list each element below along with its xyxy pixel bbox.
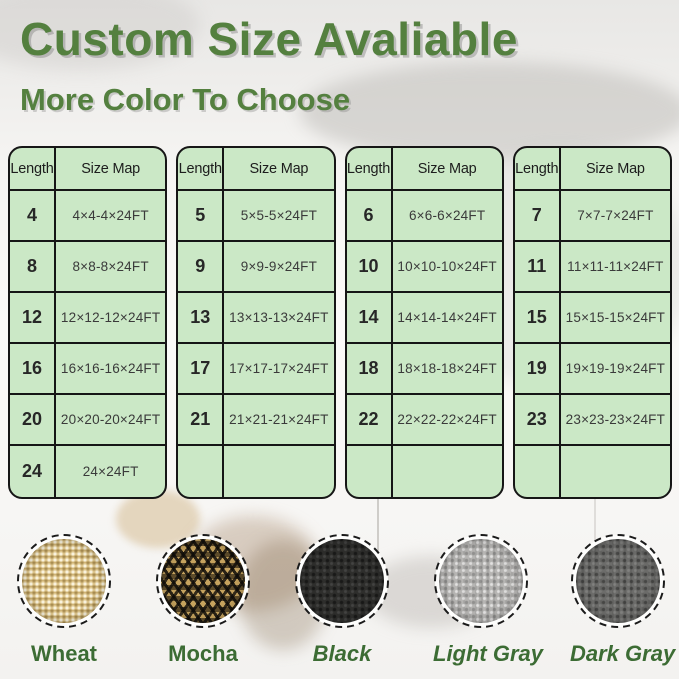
mocha-fabric-texture bbox=[161, 539, 245, 623]
size-cell-empty bbox=[224, 446, 333, 497]
size-tables-container: Length Size Map 4 4×4-4×24FT 8 8×8-8×24F… bbox=[8, 146, 672, 499]
size-cell-empty bbox=[393, 446, 502, 497]
column-header-size-map: Size Map bbox=[56, 148, 166, 191]
size-cell: 18×18-18×24FT bbox=[392, 344, 502, 395]
size-cell: 5×5-5×24FT bbox=[224, 191, 334, 242]
wheat-fabric-image bbox=[16, 533, 112, 629]
swatch-wheat: Wheat bbox=[16, 533, 112, 667]
length-cell-empty bbox=[347, 446, 393, 497]
length-cell: 16 bbox=[10, 344, 56, 395]
length-cell: 5 bbox=[178, 191, 225, 242]
size-table-1: Length Size Map 4 4×4-4×24FT 8 8×8-8×24F… bbox=[8, 146, 168, 499]
light-gray-fabric-image bbox=[433, 533, 529, 629]
swatch-label-dark-gray: Dark Gray bbox=[570, 641, 676, 666]
size-cell: 24×24FT bbox=[82, 464, 139, 479]
mocha-fabric-image bbox=[155, 533, 251, 629]
swatch-label-black: Black bbox=[312, 641, 372, 666]
dashed-circle-icon bbox=[571, 534, 665, 628]
length-cell: 11 bbox=[514, 242, 561, 293]
length-cell: 6 bbox=[346, 191, 393, 242]
size-table-3: Length Size Map 6 6×6-6×24FT 10 10×10-10… bbox=[344, 146, 504, 499]
background-photo-blob bbox=[238, 540, 328, 650]
swatch-label-wheat: Wheat bbox=[31, 641, 97, 666]
size-cell: 20×20-20×24FT bbox=[56, 395, 166, 446]
swatch-dark-gray: Dark Gray bbox=[570, 533, 676, 667]
swatch-light-gray: Light Gray bbox=[433, 533, 544, 667]
background-photo-blob bbox=[188, 516, 318, 611]
size-cell: 13×13-13×24FT bbox=[224, 293, 334, 344]
swatch-black: Black bbox=[294, 533, 390, 667]
column-header-size-map: Size Map bbox=[224, 148, 334, 191]
background-photo-blob bbox=[366, 556, 496, 628]
size-table-4: Length Size Map 7 7×7-7×24FT 11 11×11-11… bbox=[512, 146, 672, 499]
length-cell: 18 bbox=[346, 344, 393, 395]
size-cell: 21×21-21×24FT bbox=[224, 395, 334, 446]
size-cell: 19×19-19×24FT bbox=[560, 344, 670, 395]
black-fabric-texture bbox=[300, 539, 384, 623]
size-cell: 11×11-11×24FT bbox=[560, 242, 670, 293]
size-cell: 12×12-12×24FT bbox=[56, 293, 166, 344]
length-cell: 8 bbox=[10, 242, 56, 293]
length-cell: 24 bbox=[10, 446, 56, 497]
length-cell: 12 bbox=[10, 293, 56, 344]
page-title: Custom Size Avaliable bbox=[20, 13, 518, 65]
size-cell: 15×15-15×24FT bbox=[560, 293, 670, 344]
background-thread-line bbox=[594, 498, 596, 554]
size-cell: 7×7-7×24FT bbox=[560, 191, 670, 242]
column-header-length: Length bbox=[514, 148, 561, 191]
dashed-circle-icon bbox=[295, 534, 389, 628]
length-cell: 22 bbox=[346, 395, 393, 446]
size-cell: 9×9-9×24FT bbox=[224, 242, 334, 293]
size-cell: 17×17-17×24FT bbox=[224, 344, 334, 395]
swatch-mocha: Mocha bbox=[155, 533, 251, 667]
column-header-length: Length bbox=[346, 148, 393, 191]
size-cell: 6×6-6×24FT bbox=[392, 191, 502, 242]
length-cell: 9 bbox=[178, 242, 225, 293]
page-subtitle: More Color To Choose bbox=[20, 82, 351, 117]
length-cell: 7 bbox=[514, 191, 561, 242]
size-cell: 14×14-14×24FT bbox=[392, 293, 502, 344]
length-cell: 14 bbox=[346, 293, 393, 344]
column-header-size-map: Size Map bbox=[392, 148, 502, 191]
dashed-circle-icon bbox=[156, 534, 250, 628]
wheat-fabric-texture bbox=[22, 539, 106, 623]
length-cell: 21 bbox=[178, 395, 225, 446]
column-header-length: Length bbox=[178, 148, 225, 191]
swatch-label-light-gray: Light Gray bbox=[433, 641, 544, 666]
light-gray-fabric-texture bbox=[439, 539, 523, 623]
size-cell-empty bbox=[561, 446, 670, 497]
size-cell: 16×16-16×24FT bbox=[56, 344, 166, 395]
length-cell-empty bbox=[515, 446, 561, 497]
length-cell: 4 bbox=[10, 191, 56, 242]
length-cell: 20 bbox=[10, 395, 56, 446]
size-cell: 22×22-22×24FT bbox=[392, 395, 502, 446]
dashed-circle-icon bbox=[17, 534, 111, 628]
size-cell: 10×10-10×24FT bbox=[392, 242, 502, 293]
dashed-circle-icon bbox=[434, 534, 528, 628]
length-cell: 10 bbox=[346, 242, 393, 293]
column-header-length: Length bbox=[10, 148, 56, 191]
length-cell: 15 bbox=[514, 293, 561, 344]
dark-gray-fabric-image bbox=[570, 533, 666, 629]
dark-gray-fabric-texture bbox=[576, 539, 660, 623]
size-cell: 4×4-4×24FT bbox=[56, 191, 166, 242]
length-cell: 23 bbox=[514, 395, 561, 446]
size-cell: 23×23-23×24FT bbox=[560, 395, 670, 446]
length-cell: 19 bbox=[514, 344, 561, 395]
size-table-2: Length Size Map 5 5×5-5×24FT 9 9×9-9×24F… bbox=[176, 146, 336, 499]
size-cell: 8×8-8×24FT bbox=[56, 242, 166, 293]
black-fabric-image bbox=[294, 533, 390, 629]
length-cell: 17 bbox=[178, 344, 225, 395]
column-header-size-map: Size Map bbox=[560, 148, 670, 191]
length-cell-empty bbox=[178, 446, 225, 497]
swatch-label-mocha: Mocha bbox=[168, 641, 238, 666]
length-cell: 13 bbox=[178, 293, 225, 344]
